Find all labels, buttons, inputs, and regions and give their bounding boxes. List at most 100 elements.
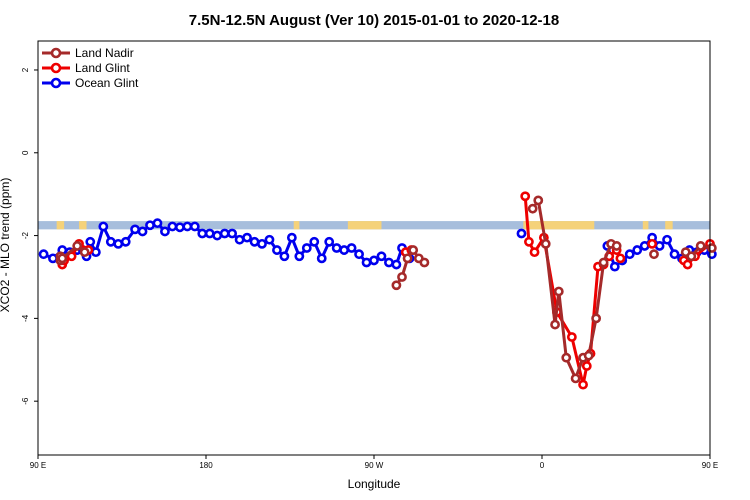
ocean-glint-point (182, 221, 193, 232)
ocean-glint-point (301, 243, 312, 253)
ocean-glint-point (669, 249, 680, 260)
ocean-glint-point (249, 236, 260, 247)
ocean-glint-point (227, 228, 238, 239)
ocean-glint-point (38, 249, 49, 260)
series-layer (38, 191, 717, 390)
x-tick-label: 180 (199, 461, 213, 470)
y-tick-label: 0 (21, 150, 30, 155)
ocean-glint-point (316, 253, 327, 264)
ocean-glint-point (137, 226, 148, 237)
x-axis: 90 E 180 90 W 0 90 E (30, 455, 718, 470)
land-glint-point (647, 238, 658, 249)
y-axis: 2 0 -2 -4 -6 (21, 67, 38, 405)
land-nadir-point (397, 272, 407, 282)
ocean-glint-point (212, 230, 223, 241)
ocean-glint-point (662, 234, 672, 245)
ocean-glint-point (346, 243, 357, 253)
x-tick-label: 90 E (702, 461, 718, 470)
land-nadir-point (72, 241, 83, 251)
ocean-glint-point (331, 243, 342, 253)
ocean-glint-legend-marker (50, 77, 62, 89)
land-band (347, 221, 382, 230)
land-glint-legend-label: Land Glint (75, 61, 130, 75)
ocean-glint-point (516, 228, 527, 239)
ocean-glint-point (174, 222, 185, 233)
ocean-glint-point (98, 221, 109, 232)
ocean-glint-point (120, 236, 131, 247)
ocean-glint-point (309, 236, 320, 247)
ocean-glint-legend-label: Ocean Glint (75, 76, 139, 90)
land-nadir-legend-marker (50, 47, 62, 59)
ocean-glint-point (48, 253, 58, 264)
land-nadir-point (533, 195, 544, 206)
ocean-glint-point (167, 221, 178, 232)
land-glint-point (66, 251, 77, 262)
land-nadir-point (591, 313, 602, 324)
ocean-glint-point (264, 234, 275, 245)
x-axis-label: Longitude (348, 477, 401, 491)
ocean-glint-point (639, 241, 650, 251)
y-tick-label: -2 (21, 231, 30, 239)
land-band (293, 221, 300, 230)
land-nadir-point (402, 253, 413, 264)
land-nadir-point (57, 253, 68, 264)
land-nadir-point (649, 249, 659, 260)
y-tick-label: -6 (21, 397, 30, 405)
ocean-glint-point (294, 251, 305, 262)
land-band (523, 221, 595, 230)
land-band (79, 221, 87, 230)
land-nadir-point (553, 286, 564, 297)
land-nadir-point (391, 280, 402, 291)
ocean-glint-point (242, 232, 252, 243)
land-nadir-point (598, 257, 609, 268)
ocean-glint-point (324, 236, 335, 247)
land-glint-point (578, 379, 588, 390)
ocean-glint-point (624, 249, 635, 260)
land-nadir-legend-label: Land Nadir (75, 46, 134, 60)
ocean-glint-point (286, 232, 297, 243)
land-nadir-point (686, 251, 697, 262)
y-tick-label: -4 (21, 314, 30, 322)
land-band (56, 221, 65, 230)
ocean-glint-point (632, 245, 643, 255)
ocean-glint-point (354, 249, 364, 260)
land-nadir-point (408, 245, 419, 255)
ocean-glint-point (90, 247, 101, 258)
land-band (665, 221, 673, 230)
x-tick-label: 90 W (365, 461, 384, 470)
land-glint-point (581, 361, 592, 371)
land-nadir-point (695, 241, 706, 251)
ocean-glint-point (130, 224, 140, 235)
land-nadir-point (419, 257, 430, 268)
ocean-glint-point (234, 234, 245, 245)
ocean-glint-point (204, 228, 215, 239)
land-glint-point (566, 332, 577, 342)
land-nadir-point (79, 247, 90, 258)
ocean-glint-point (219, 228, 230, 239)
ocean-glint-point (197, 228, 208, 239)
land-nadir-point (706, 243, 717, 253)
ocean-glint-point (272, 245, 282, 255)
land-nadir-point (570, 373, 581, 384)
ocean-glint-point (361, 257, 372, 268)
ocean-glint-point (160, 226, 170, 237)
land-nadir-point (561, 352, 572, 363)
land-nadir-point (540, 238, 551, 249)
x-tick-label: 90 E (30, 461, 46, 470)
land-nadir-point (583, 350, 594, 361)
ocean-glint-point (85, 236, 96, 247)
land-glint-point (615, 253, 626, 264)
ocean-glint-point (339, 245, 350, 255)
ocean-glint-point (189, 221, 200, 232)
x-tick-label: 0 (540, 461, 545, 470)
land-glint-legend-marker (50, 62, 62, 74)
y-axis-label: XCO2 - MLO trend (ppm) (0, 178, 12, 313)
ocean-glint-point (376, 251, 387, 262)
chart-title: 7.5N-12.5N August (Ver 10) 2015-01-01 to… (189, 12, 559, 29)
land-nadir-point (527, 203, 538, 214)
ocean-glint-point (152, 218, 163, 229)
ocean-glint-point (384, 257, 394, 268)
land-nadir-point (611, 241, 622, 251)
land-glint-point (524, 236, 534, 247)
